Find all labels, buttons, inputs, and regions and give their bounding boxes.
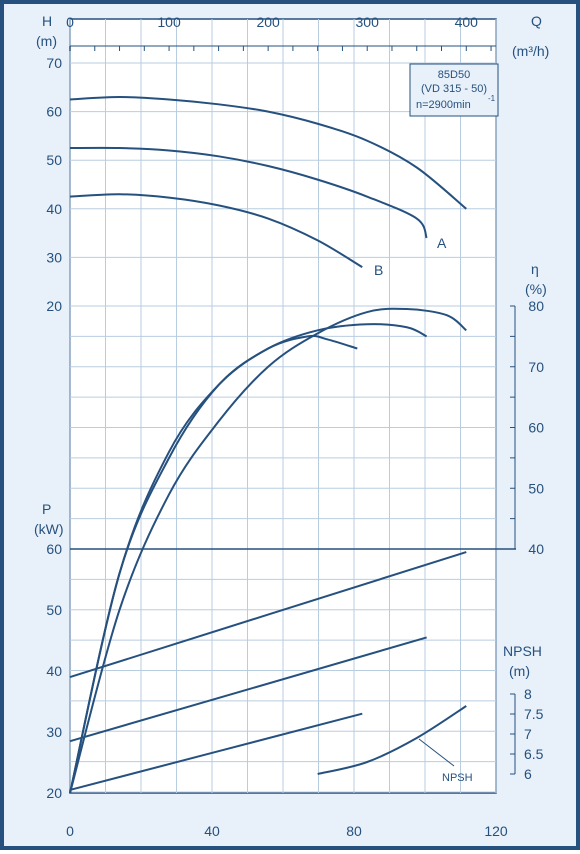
head-curve — [69, 96, 467, 210]
curves — [69, 96, 467, 794]
head-curve — [69, 193, 363, 268]
p-tick-label: 30 — [46, 724, 62, 740]
q-tick-label: 300 — [356, 14, 380, 30]
eta-tick-label: 50 — [528, 480, 544, 496]
eta-tick-label: 70 — [528, 359, 544, 375]
curve-label-b: B — [374, 262, 383, 278]
model-name: 85D50 — [438, 69, 470, 81]
npsh-tick-label: 6 — [524, 766, 532, 782]
npsh-tick-label: 7.5 — [524, 706, 544, 722]
p-axis-unit: (kW) — [34, 521, 64, 537]
h-tick-label: 70 — [46, 55, 62, 71]
speed-label: n=2900min — [416, 99, 471, 111]
npsh-leader-line — [418, 738, 455, 767]
x-bottom-tick-label: 80 — [346, 823, 362, 839]
p-tick-label: 40 — [46, 663, 62, 679]
power-curve — [69, 636, 427, 743]
h-axis-label: H — [42, 13, 52, 29]
eta-axis-unit: (%) — [525, 281, 547, 297]
p-tick-label: 60 — [46, 541, 62, 557]
power-curve — [69, 551, 467, 679]
eta-tick-label: 60 — [528, 420, 544, 436]
h-tick-label: 30 — [46, 249, 62, 265]
npsh-axis-unit: (m) — [509, 663, 530, 679]
eta-curve — [69, 323, 428, 794]
model-subname: (VD 315 - 50) — [421, 83, 487, 95]
speed-exponent: -1 — [488, 94, 496, 103]
model-info-box — [409, 63, 499, 117]
eta-tick-label: 40 — [528, 541, 544, 557]
x-bottom-tick-label: 40 — [204, 823, 220, 839]
p-tick-label: 20 — [46, 785, 62, 801]
h-tick-label: 20 — [46, 298, 62, 314]
npsh-tick-label: 8 — [524, 686, 532, 702]
npsh-curve — [317, 705, 467, 775]
h-tick-label: 60 — [46, 104, 62, 120]
q-axis-label: Q — [531, 13, 542, 29]
curve-label-a: A — [437, 235, 447, 251]
eta-curve — [69, 307, 467, 794]
head-curve — [69, 146, 428, 239]
q-tick-label: 0 — [66, 14, 74, 30]
npsh-curve-label: NPSH — [442, 772, 473, 784]
q-axis-unit: (m³/h) — [512, 43, 549, 59]
x-bottom-tick-label: 0 — [66, 823, 74, 839]
power-curve — [69, 712, 363, 791]
h-tick-label: 50 — [46, 152, 62, 168]
h-axis-unit: (m) — [36, 33, 57, 49]
tick-labels: 0 100 200 300 400203040506070405060708020304… — [46, 14, 544, 839]
p-tick-label: 50 — [46, 602, 62, 618]
q-tick-label: 400 — [455, 14, 479, 30]
npsh-axis-label: NPSH — [503, 643, 542, 659]
eta-axis-label: η — [531, 261, 539, 277]
p-axis-label: P — [42, 501, 51, 517]
eta-tick-label: 80 — [528, 298, 544, 314]
pump-performance-chart: 0 100 200 300 400203040506070405060708020304… — [34, 13, 549, 839]
npsh-tick-label: 6.5 — [524, 746, 544, 762]
x-bottom-tick-label: 120 — [484, 823, 508, 839]
q-tick-label: 100 — [157, 14, 181, 30]
h-tick-label: 40 — [46, 201, 62, 217]
npsh-tick-label: 7 — [524, 726, 532, 742]
q-tick-label: 200 — [256, 14, 280, 30]
